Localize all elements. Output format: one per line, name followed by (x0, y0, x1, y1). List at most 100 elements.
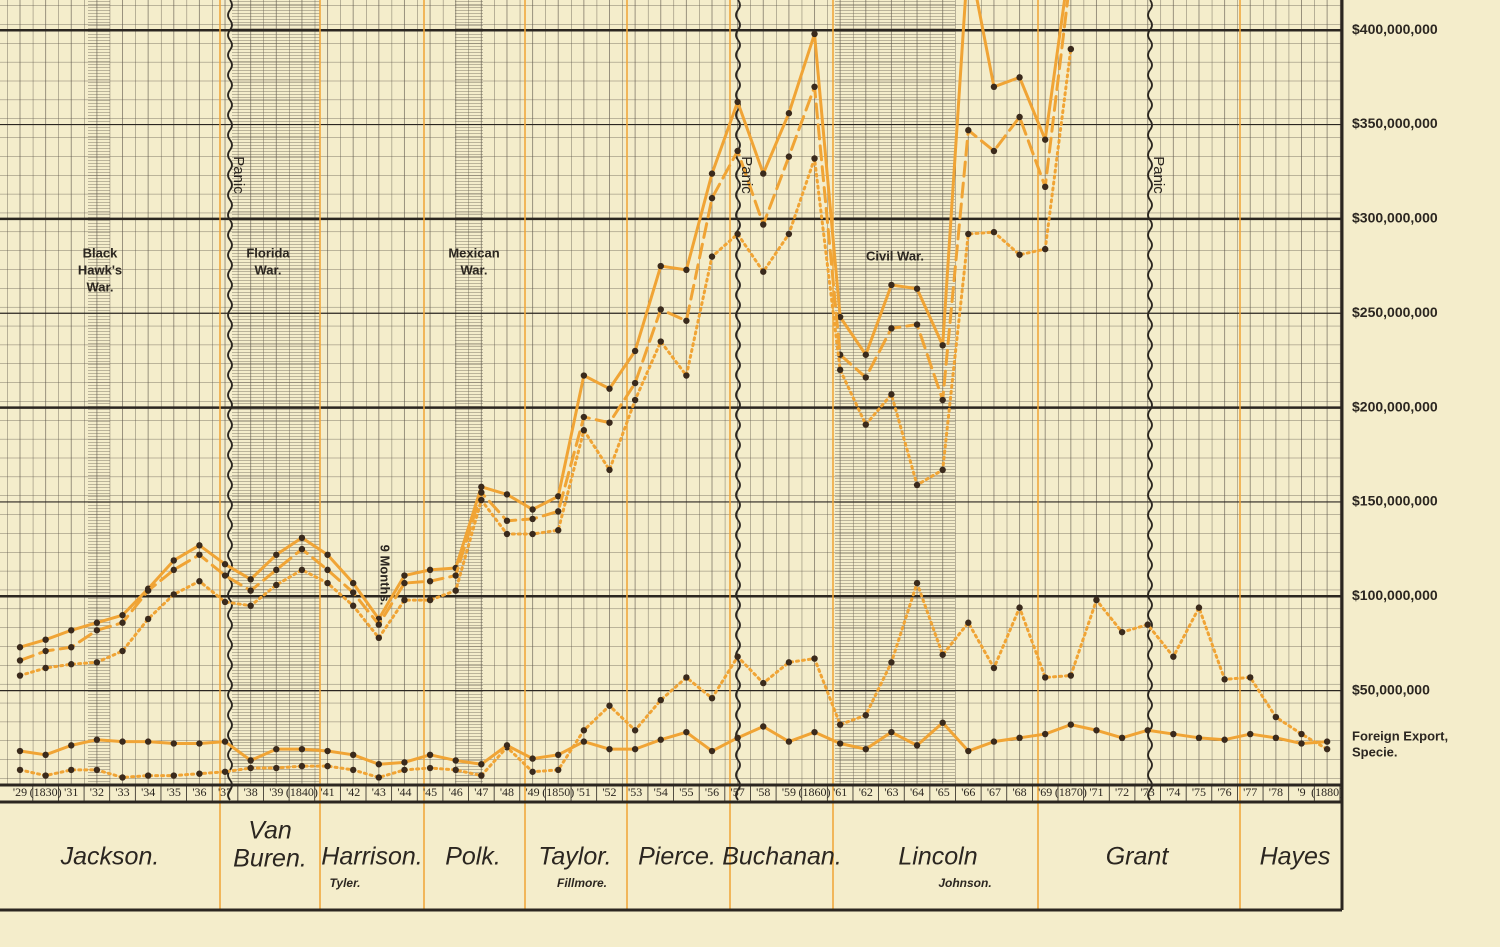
data-point (529, 768, 536, 775)
panic-label: Panic (230, 156, 247, 194)
data-point (298, 745, 306, 753)
data-point (888, 325, 895, 332)
data-point (401, 596, 408, 604)
data-point (529, 755, 536, 762)
data-point (324, 762, 331, 770)
data-point (247, 602, 254, 609)
series-line (18, 0, 1070, 662)
series-line (18, 721, 1329, 766)
data-point (196, 770, 203, 777)
term-lines (219, 0, 1241, 910)
data-point (42, 647, 49, 655)
data-point (580, 413, 588, 421)
war-band (88, 0, 110, 785)
data-point (811, 655, 818, 662)
data-point (913, 742, 921, 749)
data-point (631, 745, 639, 753)
x-tick-label: '54 (654, 785, 668, 799)
data-point (273, 581, 280, 589)
data-point (119, 738, 126, 745)
data-point (785, 738, 793, 745)
data-point (990, 147, 998, 155)
data-point (1221, 676, 1228, 683)
data-point (375, 634, 383, 642)
data-point (298, 566, 306, 574)
data-point (324, 579, 331, 587)
data-point (93, 619, 101, 626)
data-point (478, 772, 485, 779)
x-tick-label: '44 (397, 785, 411, 799)
data-point (196, 740, 203, 747)
data-point (811, 155, 818, 162)
data-point (16, 657, 24, 664)
x-tick-label: '64 (910, 785, 924, 799)
data-point (93, 627, 101, 634)
war-label: Hawk's (78, 262, 122, 277)
series-label: Specie. (1352, 744, 1398, 759)
data-point (119, 647, 126, 655)
panic-line (1147, 0, 1153, 801)
data-point (452, 757, 459, 764)
data-point (862, 711, 869, 719)
data-point (836, 313, 844, 321)
panic-label: Panic (738, 156, 755, 194)
data-point (452, 572, 459, 579)
data-point (1195, 734, 1203, 742)
data-point (170, 772, 177, 779)
data-point (606, 419, 613, 426)
data-point (1042, 183, 1049, 191)
data-point (478, 489, 485, 496)
data-point (888, 659, 895, 666)
x-tick-label: '43 (372, 785, 386, 799)
data-point (1195, 604, 1203, 611)
data-point (170, 566, 177, 574)
x-tick-label: (1850) (542, 785, 574, 799)
president-name: Grant (1106, 843, 1170, 871)
x-tick-label: '56 (705, 785, 719, 799)
x-tick-label: '65 (936, 785, 950, 799)
war-bands (88, 0, 955, 785)
data-point (273, 764, 280, 772)
x-tick-label: (1840) (286, 785, 318, 799)
president-name: Hayes (1260, 843, 1331, 871)
data-point (324, 551, 331, 558)
data-point (939, 719, 946, 726)
data-point (349, 766, 357, 774)
data-point (939, 651, 946, 658)
data-point (349, 602, 357, 609)
data-point (1067, 672, 1075, 679)
data-point (1221, 736, 1228, 743)
data-point (888, 281, 895, 289)
president-name: Harrison. (321, 843, 422, 871)
data-point (324, 566, 331, 574)
data-point (913, 321, 921, 328)
successor-name: Johnson. (938, 876, 991, 890)
data-point (247, 587, 254, 594)
data-point (1323, 738, 1331, 745)
war-band (232, 0, 320, 785)
data-point (375, 621, 383, 628)
data-point (580, 738, 588, 745)
data-point (734, 653, 741, 660)
data-point (555, 766, 562, 774)
data-point (401, 766, 408, 774)
war-label: War. (255, 262, 282, 277)
data-point (734, 147, 741, 155)
x-tick-label: '74 (1166, 785, 1180, 799)
x-tick-label: '75 (1192, 785, 1206, 799)
data-point (1170, 653, 1177, 660)
x-tick-label: (1830) (30, 785, 62, 799)
war-label: War. (87, 279, 114, 294)
data-point (760, 723, 767, 730)
data-point (708, 694, 716, 702)
data-point (631, 379, 639, 387)
panic-line (735, 0, 741, 801)
data-point (324, 747, 331, 755)
data-point (401, 572, 408, 579)
data-point (708, 170, 716, 177)
war-label: War. (461, 262, 488, 277)
y-tick-label: $50,000,000 (1352, 681, 1430, 697)
x-tick-label: '46 (449, 785, 463, 799)
data-point (1016, 604, 1023, 611)
y-tick-label: $150,000,000 (1352, 493, 1438, 509)
